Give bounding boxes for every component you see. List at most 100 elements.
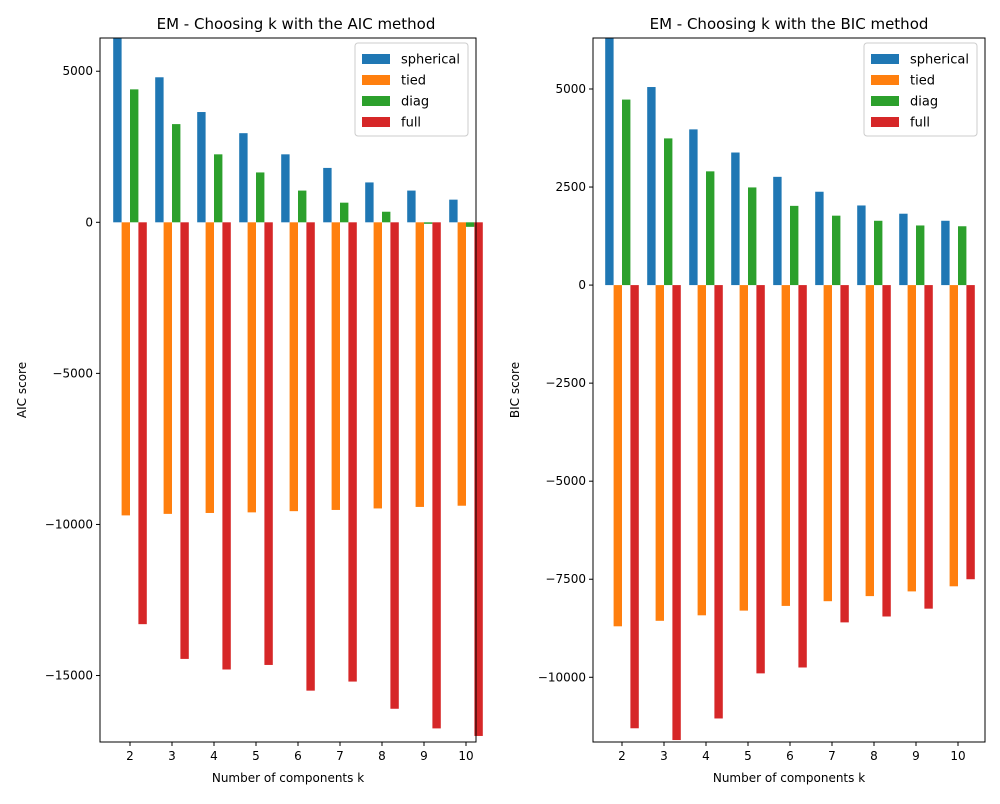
aic-legend-swatch-spherical (362, 54, 390, 64)
bic-bar-spherical-k3 (647, 87, 656, 286)
bic-bar-full-k5 (756, 285, 765, 674)
bic-y-tick-label: −7500 (545, 572, 586, 586)
aic-chart-panel: EM - Choosing k with the AIC method 5000… (15, 15, 483, 785)
aic-x-axis-label: Number of components k (212, 771, 364, 785)
aic-bar-diag-k10 (466, 222, 475, 227)
bic-bar-diag-k8 (874, 220, 883, 286)
bic-legend-swatch-spherical (871, 54, 899, 64)
bic-legend-label-full: full (910, 116, 930, 131)
bic-bar-diag-k6 (790, 205, 799, 286)
aic-legend-box (354, 42, 469, 137)
aic-bar-diag-k8 (382, 211, 391, 223)
bic-legend-label-spherical: spherical (910, 53, 969, 68)
aic-legend-label-spherical: spherical (401, 53, 460, 68)
bic-bar-tied-k7 (823, 285, 832, 602)
bic-bar-diag-k10 (958, 226, 967, 286)
bic-bar-spherical-k6 (773, 176, 782, 286)
bic-bar-full-k8 (882, 285, 891, 617)
aic-y-tick-label: 0 (85, 215, 93, 229)
bic-chart-panel: EM - Choosing k with the BIC method 5000… (508, 15, 986, 785)
aic-x-ticks: 2 3 4 5 6 7 8 9 10 (126, 742, 474, 763)
aic-legend-swatch-full (362, 117, 390, 127)
aic-bar-tied-k9 (415, 222, 424, 507)
bic-y-tick-label: −5000 (545, 474, 586, 488)
aic-bar-diag-k7 (340, 202, 349, 223)
aic-bar-diag-k6 (298, 190, 307, 223)
bic-bar-tied-k10 (949, 285, 958, 587)
aic-bar-spherical-k7 (323, 167, 332, 223)
aic-y-tick-label: 5000 (62, 64, 93, 78)
bic-x-tick-label: 5 (744, 749, 752, 763)
bic-bar-full-k3 (672, 285, 681, 741)
bic-bar-spherical-k5 (731, 152, 740, 286)
aic-plot-frame (99, 37, 477, 743)
bic-x-tick-label: 6 (786, 749, 794, 763)
bic-legend-box (863, 42, 978, 137)
bic-legend: spherical tied diag full (863, 42, 978, 137)
bic-plot-frame (592, 37, 986, 743)
bic-bar-full-k10 (966, 285, 975, 580)
bic-bar-diag-k3 (664, 138, 673, 286)
bic-bar-full-k7 (840, 285, 849, 623)
bic-bar-spherical-k4 (689, 129, 698, 286)
bic-x-tick-label: 9 (912, 749, 920, 763)
bic-bar-diag-k9 (916, 225, 925, 286)
bic-bar-tied-k4 (697, 285, 706, 616)
bic-x-tick-label: 10 (950, 749, 965, 763)
aic-bar-spherical-k4 (197, 112, 206, 223)
bic-bar-tied-k3 (655, 285, 664, 621)
aic-bar-spherical-k3 (155, 77, 164, 223)
aic-bar-full-k10 (474, 222, 483, 736)
bic-bar-full-k4 (714, 285, 723, 719)
aic-y-ticks: 5000 0 −5000 −10000 −15000 (45, 64, 100, 683)
bic-y-tick-label: −10000 (538, 670, 586, 684)
bic-legend-swatch-full (871, 117, 899, 127)
bic-x-tick-label: 8 (870, 749, 878, 763)
aic-x-tick-label: 5 (252, 749, 260, 763)
bic-bar-diag-k4 (706, 171, 715, 286)
bic-y-axis-label: BIC score (508, 362, 522, 418)
aic-bar-full-k9 (432, 222, 441, 729)
aic-bar-full-k5 (264, 222, 273, 665)
bic-bar-spherical-k2 (605, 38, 614, 286)
bic-y-tick-label: −2500 (545, 376, 586, 390)
aic-bar-full-k2 (138, 222, 147, 625)
bic-bar-tied-k5 (739, 285, 748, 611)
aic-x-tick-label: 6 (294, 749, 302, 763)
aic-chart-title: EM - Choosing k with the AIC method (157, 15, 436, 33)
aic-bar-full-k4 (222, 222, 231, 670)
bic-bar-tied-k8 (865, 285, 874, 597)
bic-legend-swatch-tied (871, 75, 899, 85)
aic-y-axis-label: AIC score (15, 362, 29, 418)
bic-bar-tied-k6 (781, 285, 790, 606)
aic-bar-tied-k7 (331, 222, 340, 510)
aic-x-tick-label: 3 (168, 749, 176, 763)
bic-x-tick-label: 3 (660, 749, 668, 763)
aic-bar-tied-k8 (373, 222, 382, 509)
aic-bar-full-k8 (390, 222, 399, 709)
aic-bar-tied-k6 (289, 222, 298, 512)
aic-x-tick-label: 2 (126, 749, 134, 763)
aic-y-tick-label: −10000 (45, 517, 93, 531)
bic-x-tick-label: 2 (618, 749, 626, 763)
aic-bar-tied-k4 (205, 222, 214, 513)
aic-bar-spherical-k10 (449, 199, 458, 223)
aic-bar-spherical-k2 (113, 38, 122, 223)
aic-y-tick-label: −5000 (52, 366, 93, 380)
bic-bar-full-k9 (924, 285, 933, 609)
bic-chart-title: EM - Choosing k with the BIC method (650, 15, 929, 33)
bic-x-tick-label: 7 (828, 749, 836, 763)
bic-y-tick-label: 0 (578, 278, 586, 292)
aic-bar-full-k7 (348, 222, 357, 682)
aic-bar-diag-k2 (130, 89, 139, 223)
aic-legend-label-full: full (401, 116, 421, 131)
aic-x-tick-label: 8 (378, 749, 386, 763)
aic-bars (113, 38, 483, 736)
bic-legend-label-diag: diag (910, 95, 938, 110)
aic-bar-tied-k2 (121, 222, 130, 516)
aic-bar-diag-k4 (214, 154, 223, 223)
aic-bar-diag-k9 (424, 222, 433, 224)
aic-legend-label-tied: tied (401, 74, 426, 89)
aic-bar-full-k6 (306, 222, 315, 691)
aic-bar-spherical-k8 (365, 182, 374, 223)
